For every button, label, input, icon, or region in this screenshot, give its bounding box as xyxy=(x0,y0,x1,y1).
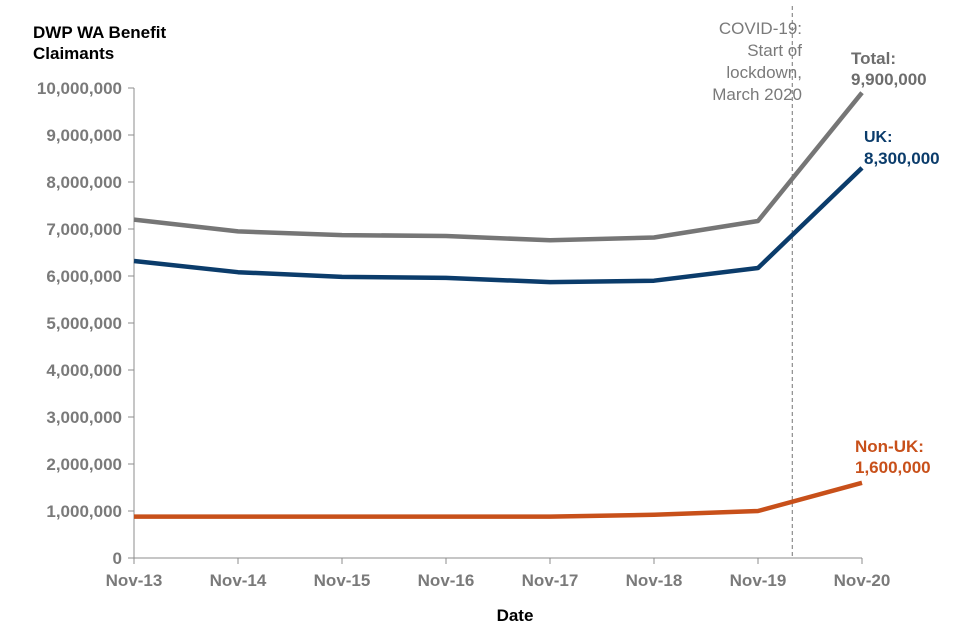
uk-end-label: UK: 8,300,000 xyxy=(864,127,940,169)
non-uk-end-label: Non-UK: 1,600,000 xyxy=(855,436,931,478)
covid-annotation-line: Start of xyxy=(747,41,802,60)
x-tick-label: Nov-13 xyxy=(106,571,163,590)
x-tick-label: Nov-18 xyxy=(626,571,683,590)
x-tick-label: Nov-19 xyxy=(730,571,787,590)
x-tick-label: Nov-20 xyxy=(834,571,891,590)
y-tick-label: 7,000,000 xyxy=(46,220,122,239)
y-tick-label: 9,000,000 xyxy=(46,126,122,145)
x-tick-label: Nov-15 xyxy=(314,571,371,590)
y-tick-label: 10,000,000 xyxy=(37,79,122,98)
y-tick-label: 3,000,000 xyxy=(46,408,122,427)
total-end-label: Total: 9,900,000 xyxy=(851,48,927,90)
total-series-line xyxy=(133,91,864,243)
non-uk-series-line xyxy=(134,480,863,519)
total-label-value: 9,900,000 xyxy=(851,70,927,89)
y-tick-label: 4,000,000 xyxy=(46,361,122,380)
y-tick-label: 6,000,000 xyxy=(46,267,122,286)
y-tick-label: 1,000,000 xyxy=(46,502,122,521)
non-uk-label-value: 1,600,000 xyxy=(855,458,931,477)
uk-label-value: 8,300,000 xyxy=(864,149,940,168)
y-axis-title: DWP WA Benefit Claimants xyxy=(33,23,167,63)
y-tick-label: 5,000,000 xyxy=(46,314,122,333)
x-axis-title: Date xyxy=(496,606,534,625)
x-tick-label: Nov-17 xyxy=(522,571,579,590)
y-tick-label: 8,000,000 xyxy=(46,173,122,192)
covid-annotation-line: lockdown, xyxy=(726,63,802,82)
uk-label-name: UK: xyxy=(864,129,893,146)
x-tick-label: Nov-16 xyxy=(418,571,475,590)
x-tick-label: Nov-14 xyxy=(210,571,267,590)
covid-annotation-line: COVID-19: xyxy=(718,19,802,38)
covid-annotation-line: March 2020 xyxy=(712,85,802,104)
covid-annotation: COVID-19: Start of lockdown, March 2020 xyxy=(662,18,802,106)
total-label-name: Total: xyxy=(851,49,897,68)
y-tick-label: 2,000,000 xyxy=(46,455,122,474)
uk-series-line xyxy=(133,166,864,285)
non-uk-label-name: Non-UK: xyxy=(855,437,924,456)
y-tick-label: 0 xyxy=(113,549,122,568)
